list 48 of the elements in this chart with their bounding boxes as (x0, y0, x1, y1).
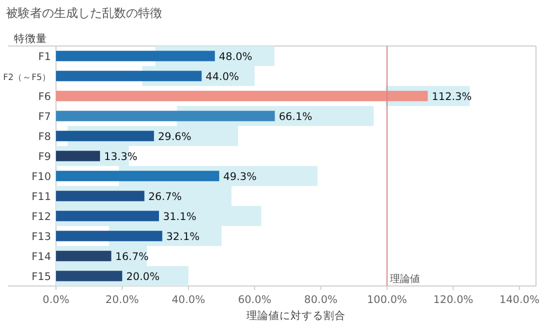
data-label: 66.1% (278, 111, 312, 123)
bar (56, 110, 275, 122)
x-axis-title: 理論値に対する割合 (246, 309, 346, 322)
x-tick-label: 20.0% (106, 294, 139, 306)
bar (56, 50, 215, 62)
y-tick-label: F10 (32, 171, 51, 183)
y-tick-label: F14 (32, 251, 52, 263)
bar (56, 130, 154, 142)
y-tick-label: F1 (38, 51, 51, 63)
chart-title: 被験者の生成した乱数の特徴 (6, 6, 162, 20)
y-axis-title: 特徴量 (14, 33, 47, 45)
data-label: 31.1% (162, 211, 196, 223)
data-label: 48.0% (218, 51, 252, 63)
ref-line-label: 理論値 (390, 273, 420, 285)
y-tick-label: F8 (38, 131, 51, 143)
bar (56, 230, 162, 242)
y-tick-label: F7 (38, 111, 51, 123)
y-tick-label: F15 (32, 271, 51, 283)
data-label: 112.3% (432, 91, 472, 103)
data-label: 29.6% (158, 131, 192, 143)
y-tick-label: F13 (32, 231, 51, 243)
bar (56, 270, 122, 282)
y-tick-label: F12 (32, 211, 51, 223)
data-label: 26.7% (148, 191, 182, 203)
data-label: 44.0% (206, 71, 240, 83)
x-tick-label: 140.0% (499, 294, 540, 306)
x-tick-label: 120.0% (433, 294, 474, 306)
x-tick-label: 60.0% (238, 294, 272, 306)
bar (56, 210, 159, 222)
data-label: 16.7% (115, 251, 149, 263)
y-tick-label: F11 (32, 191, 51, 203)
data-label: 13.3% (104, 151, 138, 163)
data-label: 49.3% (223, 171, 257, 183)
x-tick-label: 0.0% (42, 294, 70, 306)
data-label: 20.0% (126, 271, 160, 283)
bar (56, 170, 220, 182)
y-tick-label: F9 (38, 151, 51, 163)
bar (56, 190, 144, 202)
bar (56, 90, 428, 102)
y-tick-label: F2（～F5） (3, 73, 51, 83)
x-tick-label: 100.0% (367, 294, 408, 306)
x-tick-label: 80.0% (304, 294, 338, 306)
data-label: 32.1% (166, 231, 200, 243)
bar (56, 70, 202, 82)
x-tick-label: 40.0% (172, 294, 206, 306)
bar (56, 250, 112, 262)
y-tick-label: F6 (38, 91, 52, 103)
bar (56, 150, 100, 162)
